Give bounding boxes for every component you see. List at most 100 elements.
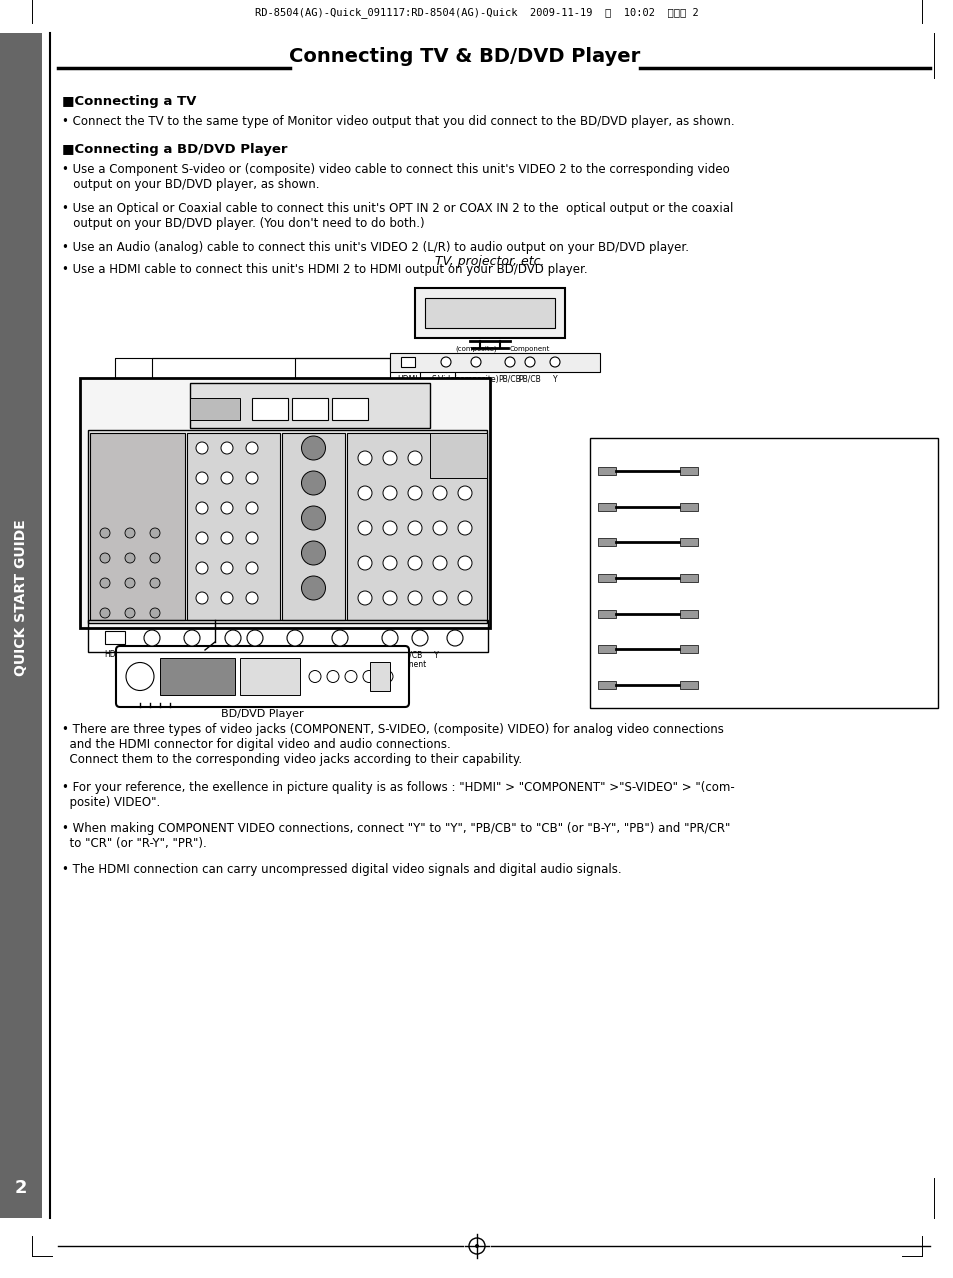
Bar bbox=[679, 681, 698, 689]
Circle shape bbox=[125, 578, 135, 588]
Text: S-Video cable: S-Video cable bbox=[704, 537, 775, 547]
Text: Component: Component bbox=[509, 346, 550, 351]
Text: DIGITAL: DIGITAL bbox=[120, 620, 153, 629]
Circle shape bbox=[125, 608, 135, 619]
Bar bbox=[0, 33, 42, 1218]
Circle shape bbox=[195, 562, 208, 574]
Circle shape bbox=[195, 532, 208, 544]
Circle shape bbox=[475, 1243, 478, 1249]
Circle shape bbox=[433, 556, 447, 570]
Circle shape bbox=[382, 521, 396, 535]
Circle shape bbox=[457, 451, 472, 465]
Text: PB/CB: PB/CB bbox=[498, 374, 521, 383]
Circle shape bbox=[246, 532, 257, 544]
Text: ■Connecting a TV: ■Connecting a TV bbox=[62, 95, 196, 109]
Bar bbox=[424, 298, 555, 328]
Text: Connecting TV & BD/DVD Player: Connecting TV & BD/DVD Player bbox=[289, 47, 640, 66]
Circle shape bbox=[433, 521, 447, 535]
Text: R      L
(Analog)
Audio: R L (Analog) Audio bbox=[228, 651, 260, 680]
Circle shape bbox=[327, 671, 338, 682]
Bar bbox=[679, 610, 698, 617]
Text: ■Connecting a BD/DVD Player: ■Connecting a BD/DVD Player bbox=[62, 143, 287, 156]
Circle shape bbox=[221, 442, 233, 454]
Bar bbox=[187, 433, 280, 620]
Circle shape bbox=[408, 590, 421, 604]
Circle shape bbox=[184, 630, 200, 645]
Circle shape bbox=[524, 357, 535, 367]
Text: Video
(composite): Video (composite) bbox=[316, 651, 362, 670]
Bar bbox=[598, 574, 616, 581]
Text: • Connect the TV to the same type of Monitor video output that you did connect t: • Connect the TV to the same type of Mon… bbox=[62, 115, 734, 128]
Circle shape bbox=[408, 521, 421, 535]
Bar bbox=[252, 397, 288, 420]
Text: • There are three types of video jacks (COMPONENT, S-VIDEO, (composite) VIDEO) f: • There are three types of video jacks (… bbox=[62, 723, 723, 766]
Text: 2: 2 bbox=[14, 1180, 28, 1197]
Bar bbox=[598, 610, 616, 617]
Bar bbox=[679, 466, 698, 475]
Circle shape bbox=[301, 541, 325, 565]
Circle shape bbox=[246, 592, 257, 604]
Bar bbox=[598, 466, 616, 475]
Circle shape bbox=[150, 608, 160, 619]
Circle shape bbox=[195, 472, 208, 484]
Circle shape bbox=[100, 553, 110, 564]
Circle shape bbox=[345, 671, 356, 682]
Circle shape bbox=[447, 630, 462, 645]
Text: (composite): (composite) bbox=[455, 345, 497, 351]
Text: (composite) Video  cable: (composite) Video cable bbox=[704, 501, 834, 511]
Circle shape bbox=[221, 592, 233, 604]
Circle shape bbox=[408, 451, 421, 465]
Text: • Use an Optical or Coaxial cable to connect this unit's OPT IN 2 or COAX IN 2 t: • Use an Optical or Coaxial cable to con… bbox=[62, 202, 733, 230]
Bar bbox=[598, 645, 616, 653]
Circle shape bbox=[363, 671, 375, 682]
Text: 1: 1 bbox=[267, 387, 273, 397]
Text: Component (PB/PR/Y, CB/CR/Y) cable: Component (PB/PR/Y, CB/CR/Y) cable bbox=[704, 644, 896, 654]
Text: • Use an Audio (analog) cable to connect this unit's VIDEO 2 (L/R) to audio outp: • Use an Audio (analog) cable to connect… bbox=[62, 242, 688, 254]
Bar bbox=[390, 353, 599, 372]
Text: HDMI: HDMI bbox=[296, 386, 323, 395]
Circle shape bbox=[457, 590, 472, 604]
Text: TV, projector, etc.: TV, projector, etc. bbox=[435, 256, 544, 268]
Bar bbox=[292, 397, 328, 420]
Bar bbox=[679, 502, 698, 511]
Circle shape bbox=[301, 576, 325, 599]
Circle shape bbox=[144, 630, 160, 645]
Circle shape bbox=[382, 556, 396, 570]
Bar bbox=[400, 357, 415, 367]
Circle shape bbox=[221, 532, 233, 544]
Text: PB/CB: PB/CB bbox=[518, 374, 540, 383]
Text: AUDIO: AUDIO bbox=[219, 620, 247, 629]
Circle shape bbox=[440, 357, 451, 367]
Bar bbox=[679, 538, 698, 546]
Text: PB/CB  PB/CB     Y
Component: PB/CB PB/CB Y Component bbox=[372, 651, 438, 670]
Text: OUT: OUT bbox=[208, 414, 221, 418]
Text: S-Video: S-Video bbox=[432, 374, 459, 383]
Circle shape bbox=[380, 671, 393, 682]
Circle shape bbox=[357, 451, 372, 465]
Text: • Use a HDMI cable to connect this unit's HDMI 2 to HDMI output on your BD/DVD p: • Use a HDMI cable to connect this unit'… bbox=[62, 263, 587, 276]
Bar bbox=[679, 574, 698, 581]
Text: QUICK START GUIDE: QUICK START GUIDE bbox=[14, 520, 28, 676]
Text: HDMI Cable: HDMI Cable bbox=[704, 680, 765, 690]
Text: S-VIDEO: S-VIDEO bbox=[297, 620, 329, 626]
Text: Y: Y bbox=[552, 374, 557, 383]
Circle shape bbox=[150, 528, 160, 538]
Circle shape bbox=[125, 528, 135, 538]
Text: (composite)
Video: (composite) Video bbox=[453, 374, 498, 395]
Circle shape bbox=[357, 590, 372, 604]
Text: S-Video: S-Video bbox=[280, 651, 309, 659]
Circle shape bbox=[412, 630, 428, 645]
Circle shape bbox=[100, 528, 110, 538]
Bar bbox=[598, 681, 616, 689]
Bar bbox=[598, 538, 616, 546]
Bar bbox=[190, 383, 430, 428]
Text: • The HDMI connection can carry uncompressed digital video signals and digital a: • The HDMI connection can carry uncompre… bbox=[62, 863, 621, 875]
Bar bbox=[160, 658, 234, 695]
Bar bbox=[80, 378, 490, 627]
Text: Audio cable (Analog): Audio cable (Analog) bbox=[704, 466, 813, 475]
Circle shape bbox=[504, 357, 515, 367]
Circle shape bbox=[457, 556, 472, 570]
Text: MONI: MONI bbox=[206, 406, 223, 412]
Bar bbox=[190, 397, 240, 420]
Bar bbox=[332, 397, 368, 420]
